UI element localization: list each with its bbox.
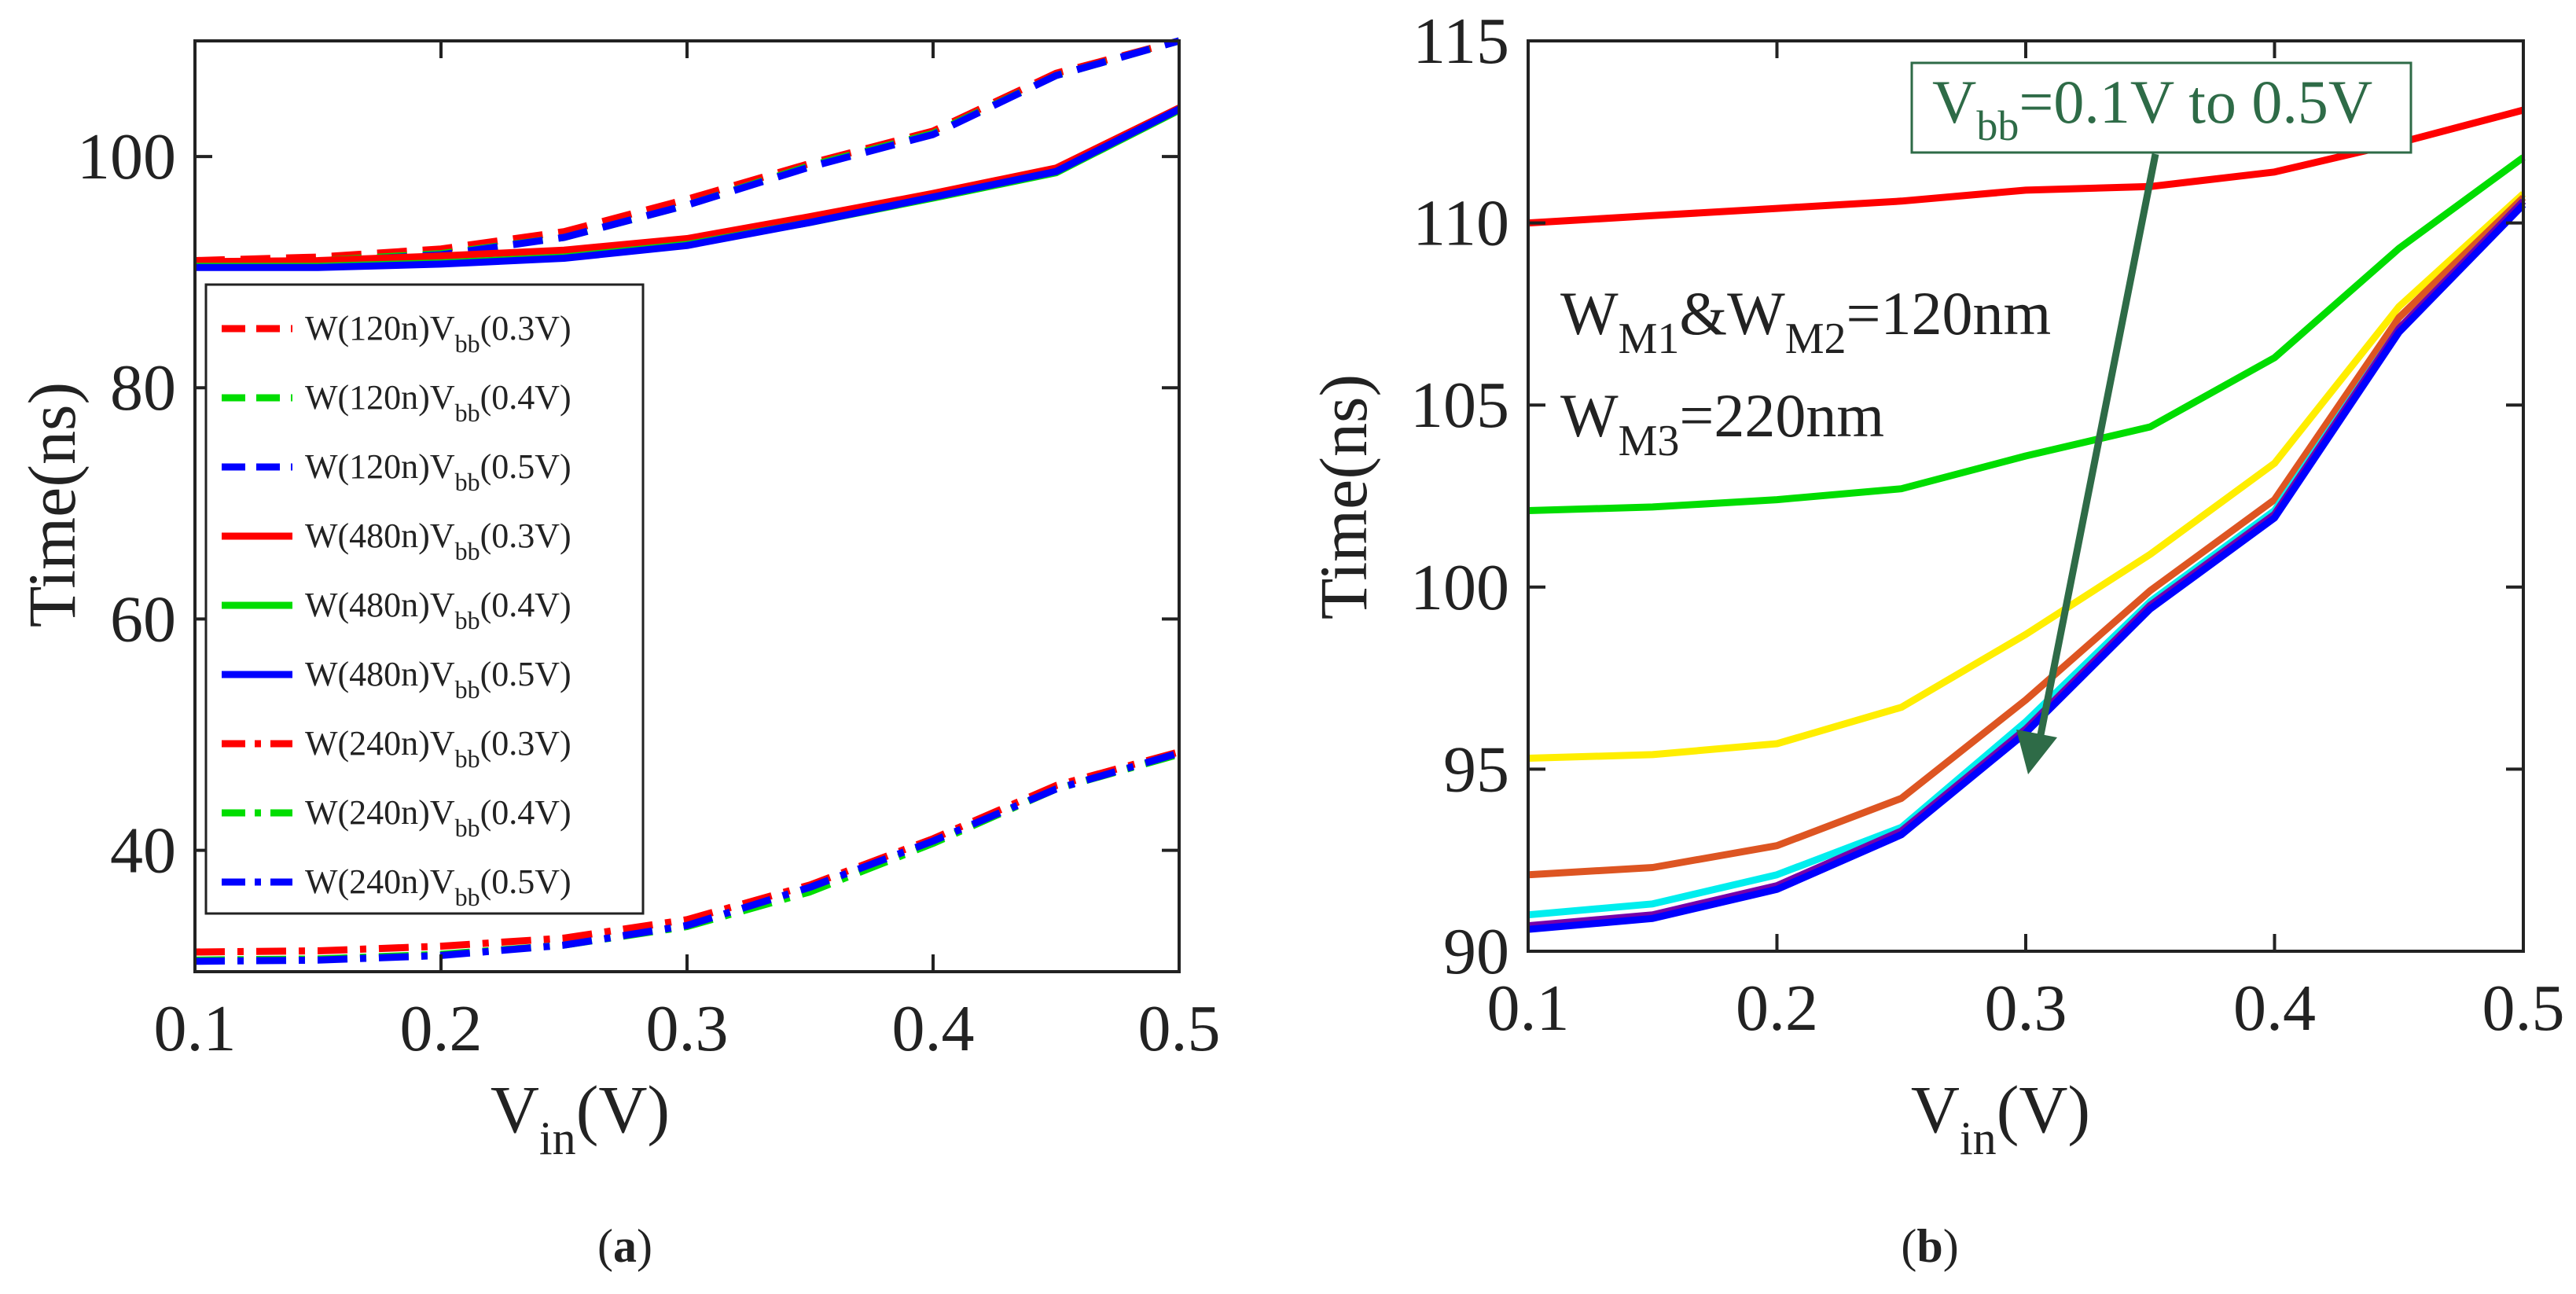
x-tick-label-b-1: 0.2 xyxy=(1736,972,1818,1045)
vbb-arrow-head xyxy=(2016,730,2057,774)
y-tick-label-b-0: 90 xyxy=(1443,915,1509,988)
legend-box-a xyxy=(204,283,645,915)
x-tick-label-a-0: 0.1 xyxy=(154,992,237,1065)
x-tick-label-b-4: 0.5 xyxy=(2482,972,2565,1045)
series-line-a-8 xyxy=(194,749,1181,965)
caption-a: (a) xyxy=(597,1220,652,1272)
series-line-b-3 xyxy=(1527,194,2526,879)
vbb-arrow-line xyxy=(2034,153,2159,752)
y-tick-label-b-1: 95 xyxy=(1443,733,1509,806)
x-tick-label-b-3: 0.4 xyxy=(2233,972,2316,1045)
series-line-b-1 xyxy=(1527,154,2526,514)
series-line-a-1 xyxy=(194,37,1181,268)
y-tick-label-a-3: 100 xyxy=(77,120,176,193)
x-tick-label-a-4: 0.5 xyxy=(1138,992,1221,1065)
plot-frame-b xyxy=(1527,39,2525,953)
chart-panel-b: 0.1 0.2 0.3 0.4 0.5 90 95 100 105 110 115 Time(ns… xyxy=(1306,5,2565,1272)
x-tick-label-a-2: 0.3 xyxy=(646,992,729,1065)
x-tick-labels-b: 0.1 0.2 0.3 0.4 0.5 xyxy=(1487,972,2565,1045)
y-tick-label-b-4: 110 xyxy=(1413,187,1509,260)
series-line-a-5 xyxy=(195,105,1181,271)
caption-b: (b) xyxy=(1901,1220,1958,1272)
x-tick-label-a-1: 0.2 xyxy=(400,992,483,1065)
x-axis-label-a: Vin(V) xyxy=(491,1072,670,1164)
y-tick-labels-a: 40 60 80 100 xyxy=(77,120,176,887)
vbb-annotation: Vbb=0.1V to 0.5V xyxy=(1910,61,2412,774)
series-lines-a xyxy=(194,37,1181,965)
x-tick-label-a-3: 0.4 xyxy=(892,992,975,1065)
x-tick-label-b-0: 0.1 xyxy=(1487,972,1570,1045)
y-tick-label-a-0: 40 xyxy=(110,814,176,888)
tick-marks-b xyxy=(1527,39,2525,953)
y-axis-label-b: Time(ns) xyxy=(1306,374,1381,619)
series-line-b-2 xyxy=(1527,191,2526,762)
x-tick-labels-a: 0.1 0.2 0.3 0.4 0.5 xyxy=(154,992,1221,1065)
width-annotation-m1-m2: WM1&WM2=120nm xyxy=(1560,279,2051,363)
y-tick-labels-b: 90 95 100 105 110 115 xyxy=(1410,5,1509,988)
x-axis-label-b: Vin(V) xyxy=(1911,1072,2090,1164)
y-tick-label-a-2: 80 xyxy=(110,351,176,425)
series-line-a-0 xyxy=(194,37,1181,264)
vbb-annotation-box xyxy=(1910,61,2412,154)
y-tick-label-a-1: 60 xyxy=(110,583,176,656)
width-annotation-m3: WM3=220nm xyxy=(1560,381,1884,465)
legend-a: W(120n)Vbb(0.3V)W(120n)Vbb(0.4V)W(120n)V… xyxy=(204,283,645,915)
vbb-annotation-text: Vbb=0.1V to 0.5V xyxy=(1932,68,2372,149)
series-line-a-2 xyxy=(194,37,1181,269)
tick-marks-a xyxy=(193,41,1181,972)
series-lines-b xyxy=(1527,106,2526,933)
y-tick-label-b-5: 115 xyxy=(1413,5,1509,78)
series-line-a-3 xyxy=(194,105,1181,266)
x-tick-label-b-2: 0.3 xyxy=(1985,972,2067,1045)
y-axis-label-a: Time(ns) xyxy=(14,382,90,627)
y-tick-label-b-3: 105 xyxy=(1410,369,1509,442)
chart-panel-a: 0.1 0.2 0.3 0.4 0.5 40 60 80 100 Time(ns) Vin(V… xyxy=(14,37,1221,1272)
y-tick-label-b-2: 100 xyxy=(1410,551,1509,624)
